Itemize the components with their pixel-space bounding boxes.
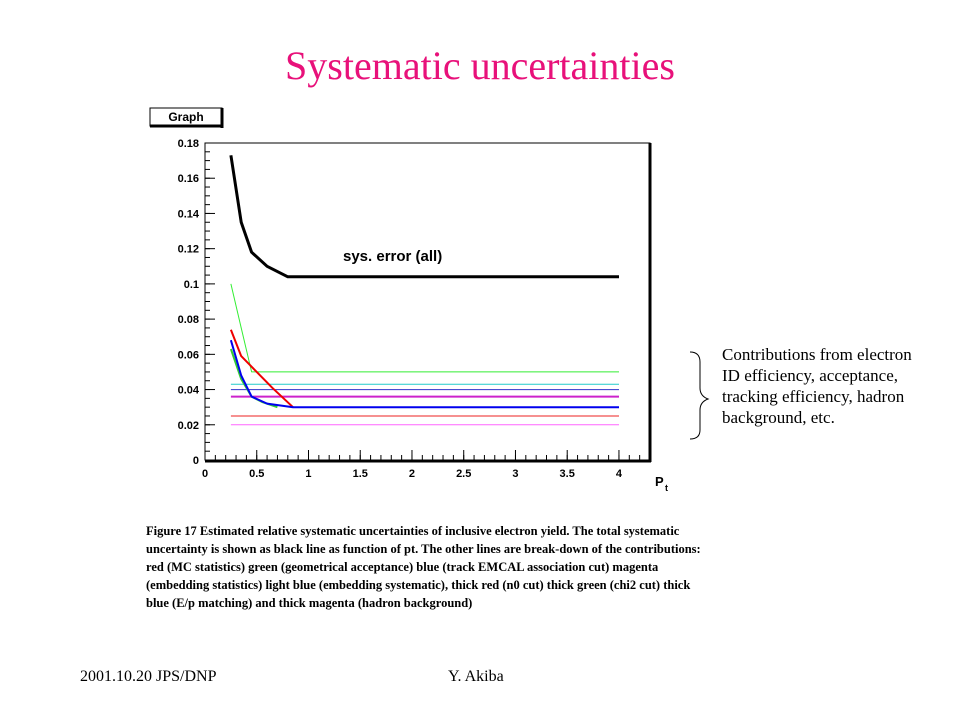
y-tick-label: 0.12 (178, 244, 199, 256)
footer-author: Y. Akiba (448, 668, 504, 686)
y-tick-label: 0.08 (178, 314, 199, 326)
annotation-sys-error: sys. error (all) (343, 248, 442, 265)
x-tick-label: 4 (616, 468, 623, 480)
y-tick-label: 0.04 (178, 385, 200, 397)
y-tick-label: 0.06 (178, 349, 199, 361)
panel-label: Graph (168, 110, 203, 124)
y-tick-label: 0.02 (178, 420, 199, 432)
x-tick-label: 3.5 (560, 468, 575, 480)
x-tick-label: 1 (305, 468, 311, 480)
y-tick-label: 0 (193, 455, 199, 467)
figure-caption: Figure 17 Estimated relative systematic … (146, 522, 711, 612)
x-axis-label-subscript: t (665, 483, 668, 493)
x-tick-label: 2 (409, 468, 415, 480)
plot-frame (205, 143, 651, 462)
panel-label-box: Graph (150, 108, 222, 128)
x-tick-label: 1.5 (353, 468, 368, 480)
x-tick-label: 3 (512, 468, 518, 480)
side-note: Contributions from electron ID efficienc… (722, 344, 932, 428)
brace-icon (690, 352, 708, 439)
x-tick-label: 0.5 (249, 468, 264, 480)
y-tick-labels: 0 0.02 0.04 0.06 0.08 0.1 0.12 0.14 0.16 0.18 (178, 138, 200, 467)
x-tick-label: 2.5 (456, 468, 471, 480)
x-axis-label: P (655, 474, 664, 489)
y-tick-label: 0.16 (178, 173, 199, 185)
x-tick-labels: 0 0.5 1 1.5 2 2.5 3 3.5 4 (202, 468, 623, 480)
y-tick-label: 0.14 (178, 208, 200, 220)
x-axis-title: P t (655, 474, 668, 493)
y-tick-label: 0.1 (184, 279, 199, 291)
x-tick-label: 0 (202, 468, 208, 480)
y-tick-label: 0.18 (178, 138, 199, 150)
footer-date: 2001.10.20 JPS/DNP (80, 668, 216, 686)
